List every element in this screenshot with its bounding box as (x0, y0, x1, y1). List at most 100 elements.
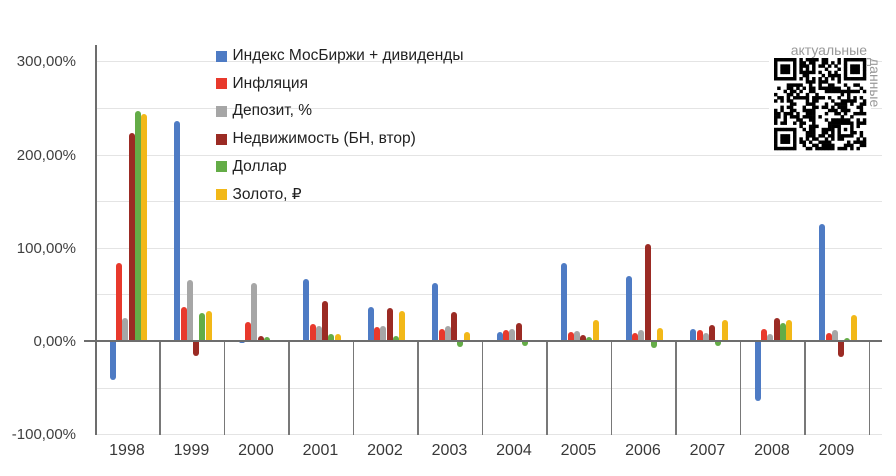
x-tick-label-2001: 2001 (302, 441, 339, 459)
bar-1998-series5 (141, 113, 148, 341)
bar-2000-series2 (251, 282, 258, 341)
legend-swatch-4 (215, 161, 227, 173)
category-separator-10 (739, 342, 742, 435)
bar-2002-series5 (399, 311, 406, 341)
bar-2004-series3 (515, 323, 522, 341)
bar-1999-series1 (180, 306, 187, 341)
bar-2006-series3 (644, 244, 651, 341)
bar-2006-series1 (632, 332, 638, 341)
bar-2006-series2 (638, 330, 645, 341)
legend-swatch-1 (215, 78, 227, 90)
bar-2007-series3 (709, 324, 716, 341)
legend-swatch-3 (215, 133, 227, 145)
bar-2007-series2 (702, 332, 709, 341)
category-separator-2 (223, 342, 226, 435)
bar-2007-series1 (696, 329, 703, 341)
bar-2006-series0 (625, 275, 632, 341)
legend-item-0: Индекс МосБиржи + дивиденды (215, 48, 463, 64)
legend-swatch-2 (215, 105, 227, 117)
category-separator-9 (675, 342, 677, 435)
x-tick-label-1999: 1999 (173, 441, 210, 459)
legend-label-4: Доллар (232, 157, 287, 175)
bar-2001-series3 (322, 300, 329, 341)
x-tick-label-2005: 2005 (560, 441, 597, 459)
category-separator-5 (417, 342, 419, 435)
gridline-250 (94, 108, 882, 109)
qr-code-image (769, 53, 871, 155)
legend-label-2: Депозит, % (232, 102, 313, 120)
bar-2001-series2 (315, 326, 322, 341)
bar-2001-series5 (334, 334, 341, 341)
bar-2003-series1 (438, 329, 445, 341)
y-tick-label-0: 0,00% (33, 333, 76, 350)
category-separator-4 (352, 342, 355, 435)
bar-2002-series0 (367, 306, 374, 341)
qr-caption-top: актуальные (790, 42, 867, 58)
bar-2000-series1 (245, 321, 251, 341)
bar-2009-series1 (825, 332, 832, 341)
gridline-200 (94, 154, 882, 156)
x-tick-label-1998: 1998 (109, 441, 145, 459)
bar-2000-series4 (263, 337, 270, 341)
bar-1998-series4 (134, 110, 141, 341)
bar-2009-series4 (844, 338, 851, 341)
legend-label-3: Недвижимость (БН, втор) (232, 130, 416, 148)
bar-2008-series2 (767, 333, 774, 341)
x-tick-label-2003: 2003 (431, 441, 468, 459)
legend-label-1: Инфляция (232, 74, 308, 92)
bar-2005-series3 (580, 335, 587, 341)
bar-2008-series5 (786, 320, 793, 341)
bar-2003-series3 (451, 312, 458, 341)
bar-2005-series5 (592, 320, 599, 341)
legend-item-5: Золото, ₽ (215, 186, 302, 202)
x-tick-label-2008: 2008 (754, 441, 790, 459)
bar-1999-series2 (186, 280, 193, 341)
bar-2008-series4 (779, 322, 786, 341)
gridline-150 (94, 201, 882, 203)
x-tick-label-2006: 2006 (625, 441, 661, 459)
legend-swatch-5 (215, 189, 227, 200)
bar-1998-series3 (128, 133, 135, 341)
bar-2004-series1 (503, 330, 509, 341)
bar-2006-series4 (650, 341, 657, 349)
x-tick-label-2002: 2002 (367, 441, 403, 459)
bar-2002-series1 (374, 326, 380, 341)
bar-2008-series1 (761, 328, 767, 341)
bar-2002-series2 (380, 325, 387, 341)
bar-2003-series2 (444, 326, 451, 341)
bar-1999-series4 (199, 313, 206, 341)
legend-item-2: Депозит, % (215, 102, 313, 120)
category-separator-12 (868, 342, 871, 435)
bar-2001-series0 (303, 279, 310, 341)
y-tick-label-300: 300,00% (16, 53, 76, 71)
bar-1999-series3 (193, 341, 200, 357)
bar-2009-series5 (850, 314, 857, 341)
bar-2009-series3 (838, 341, 845, 357)
gridline-300 (94, 61, 882, 63)
bar-2003-series0 (432, 283, 439, 341)
bar-2004-series2 (509, 328, 516, 341)
bar-2002-series4 (392, 335, 399, 341)
category-separator-3 (288, 342, 290, 435)
bar-1998-series0 (109, 341, 116, 381)
bar-2007-series4 (715, 341, 722, 347)
gridline--100 (94, 434, 882, 436)
bar-2003-series5 (463, 331, 470, 341)
gridline--50 (94, 387, 882, 389)
legend-swatch-0 (215, 50, 227, 62)
legend-item-1: Инфляция (215, 74, 308, 92)
bar-2001-series4 (328, 334, 335, 341)
x-tick-label-2009: 2009 (818, 441, 855, 459)
bar-2005-series1 (567, 331, 574, 341)
gridline-100 (94, 247, 882, 249)
bar-2009-series0 (819, 223, 826, 341)
x-tick-label-2007: 2007 (689, 441, 726, 459)
category-separator-1 (159, 342, 161, 435)
bar-2004-series4 (521, 341, 528, 347)
bar-2005-series4 (586, 337, 593, 341)
legend-item-3: Недвижимость (БН, втор) (215, 130, 416, 148)
y-tick-label--100: -100,00% (11, 426, 76, 444)
bar-2007-series5 (721, 319, 728, 341)
x-tick-label-2000: 2000 (238, 441, 274, 459)
